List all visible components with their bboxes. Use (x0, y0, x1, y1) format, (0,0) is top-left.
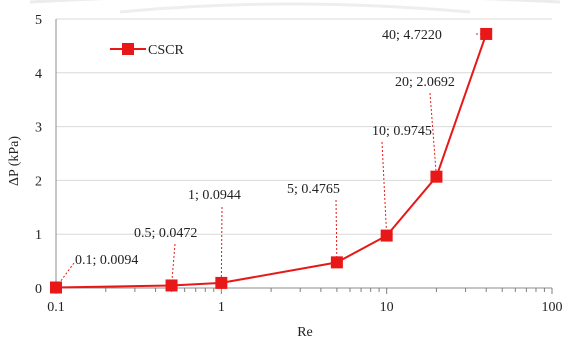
data-label-leader (335, 199, 338, 263)
data-point (430, 170, 443, 183)
series-line-cscr (55, 33, 488, 289)
data-label-leader (171, 243, 176, 286)
y-tick-label: 3 (35, 121, 42, 136)
data-labels: 0.1; 0.0094 0.5; 0.0472 1; 0.0944 5; 0.4765… (75, 28, 455, 268)
data-point (380, 229, 393, 242)
data-point (480, 27, 493, 40)
background-arc (29, 0, 561, 4)
data-label: 20; 2.0692 (395, 75, 455, 90)
legend-label: CSCR (148, 43, 184, 58)
data-label: 40; 4.7220 (382, 28, 442, 43)
data-point (215, 276, 228, 289)
y-tick-label: 0 (35, 282, 42, 297)
data-point (50, 281, 62, 294)
legend-marker (122, 43, 134, 55)
axis-ticks (55, 288, 553, 294)
data-label: 1; 0.0944 (188, 188, 241, 203)
data-point (330, 256, 343, 269)
data-label: 0.5; 0.0472 (134, 226, 197, 241)
background-arc (119, 2, 471, 14)
x-tick-label: 10 (380, 300, 394, 315)
tick-labels: 0.1 1 10 100 0 1 2 3 4 5 (35, 13, 563, 315)
data-label-leader (220, 206, 223, 283)
y-tick-label: 4 (35, 67, 42, 82)
x-tick-label: 100 (542, 300, 563, 315)
grid-lines (56, 18, 552, 235)
y-tick-label: 5 (35, 13, 42, 28)
data-label: 10; 0.9745 (372, 124, 432, 139)
data-label-leaders (55, 33, 487, 288)
y-axis-title: ΔP (kPa) (7, 136, 22, 186)
x-tick-label: 1 (218, 300, 225, 315)
background-decoration (29, 0, 561, 14)
data-series (50, 27, 493, 294)
y-tick-label: 1 (35, 228, 42, 243)
x-axis-title: Re (297, 325, 313, 340)
data-label-leader (429, 92, 437, 177)
data-label-leader (381, 141, 388, 236)
data-label: 0.1; 0.0094 (75, 253, 138, 268)
x-tick-label: 0.1 (47, 300, 65, 315)
legend: CSCR (110, 43, 184, 58)
y-tick-label: 2 (35, 174, 42, 189)
data-point (165, 279, 178, 292)
axes (55, 19, 552, 289)
data-label: 5; 0.4765 (287, 182, 340, 197)
